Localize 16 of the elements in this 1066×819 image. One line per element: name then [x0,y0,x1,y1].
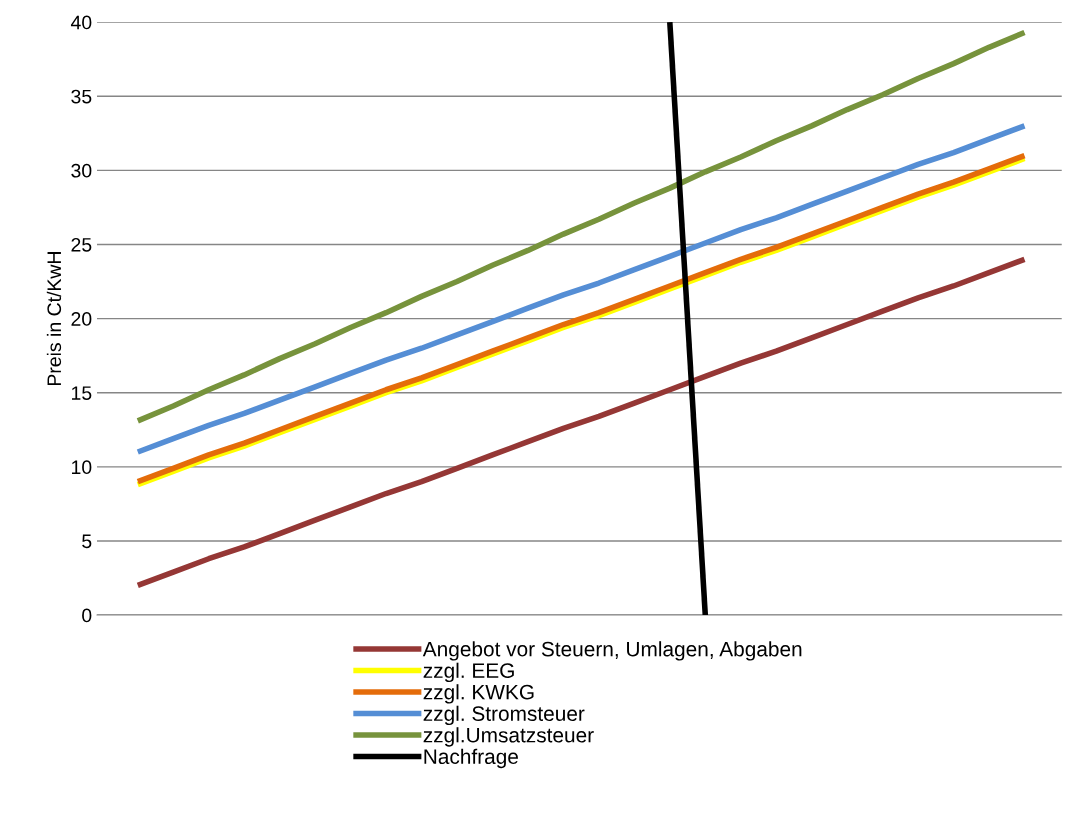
y-tick-label: 5 [82,534,92,549]
y-tick-label: 0 [82,608,92,623]
legend-label: zzgl. Stromsteuer [423,705,585,726]
y-tick-label: 10 [72,460,92,475]
legend-label: Nachfrage [424,748,518,769]
y-tick-label: 25 [71,237,92,252]
y-tick-label: 30 [71,163,92,178]
y-tick-label: 20 [71,312,92,326]
legend-label: zzgl. EEG [423,662,514,683]
y-tick-label: 40 [70,15,92,30]
legend-label: zzgl. KWKG [423,684,534,704]
y-axis-title: Preis in Ct/KwH [46,252,62,386]
y-tick-label: 15 [72,386,92,400]
legend-label: Angebot vor Steuern, Umlagen, Abgaben [422,641,802,661]
y-tick-label: 35 [71,89,92,104]
legend-label: zzgl.Umsatzsteuer [423,727,594,747]
